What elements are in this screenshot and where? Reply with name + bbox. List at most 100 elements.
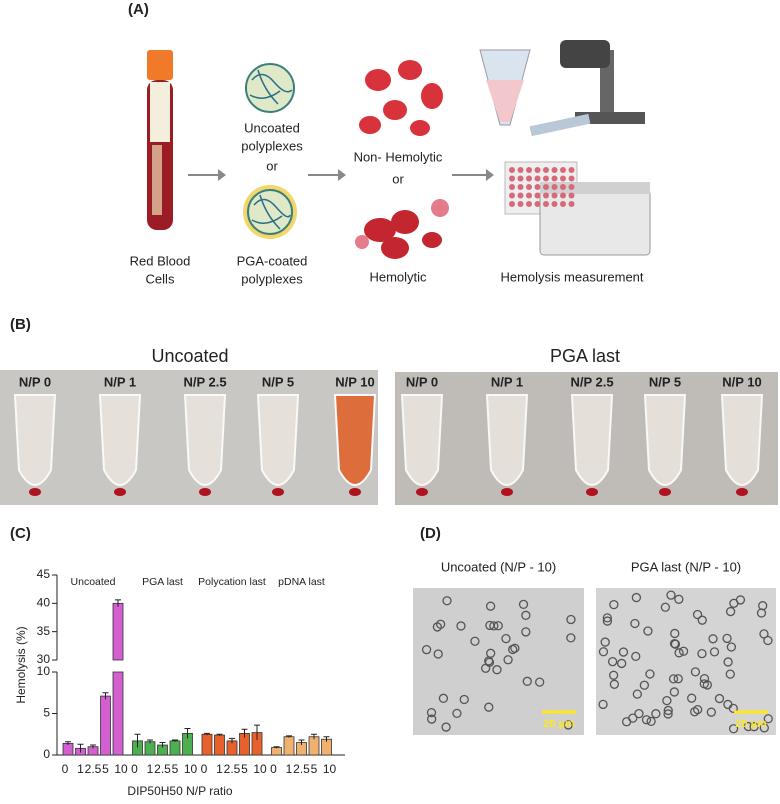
pellet bbox=[349, 488, 361, 496]
cell bbox=[427, 714, 437, 724]
cell bbox=[456, 621, 466, 631]
well bbox=[551, 201, 558, 207]
well bbox=[534, 201, 541, 207]
cell bbox=[631, 651, 641, 662]
cell bbox=[508, 644, 518, 655]
well bbox=[509, 192, 515, 199]
x-tick-label: 0 bbox=[201, 762, 208, 776]
error-bar bbox=[90, 744, 96, 749]
well bbox=[560, 167, 566, 173]
tube bbox=[570, 394, 614, 486]
panel-label: (D) bbox=[420, 525, 441, 542]
well bbox=[534, 167, 541, 173]
cell bbox=[438, 693, 449, 703]
error-bar bbox=[216, 733, 223, 736]
x-tick-label: 1 bbox=[77, 762, 84, 776]
cell bbox=[634, 708, 644, 719]
bar bbox=[308, 736, 320, 756]
x-tick-label: 2.5 bbox=[85, 762, 102, 776]
well bbox=[526, 167, 532, 173]
x-tick-label: 10 bbox=[253, 762, 267, 776]
bar bbox=[62, 742, 74, 756]
photo-title: Uncoated bbox=[151, 346, 228, 366]
tube-label: N/P 10 bbox=[335, 374, 375, 389]
cell bbox=[714, 693, 725, 704]
well bbox=[568, 201, 575, 207]
cell bbox=[609, 679, 620, 689]
well bbox=[551, 175, 558, 182]
well bbox=[568, 167, 575, 173]
cell bbox=[674, 594, 684, 604]
well bbox=[543, 201, 549, 207]
cell bbox=[763, 714, 773, 724]
x-tick-label: 10 bbox=[323, 762, 337, 776]
well bbox=[568, 184, 575, 190]
cell bbox=[441, 722, 451, 732]
cell bbox=[607, 657, 618, 667]
cell bbox=[452, 708, 462, 719]
well bbox=[534, 175, 541, 182]
tube-label: N/P 5 bbox=[649, 374, 681, 389]
scale-bar-label: 20 µm bbox=[735, 718, 767, 730]
cell bbox=[535, 677, 545, 687]
tube-label: N/P 1 bbox=[104, 374, 136, 389]
cell bbox=[669, 687, 679, 697]
error-bar bbox=[286, 735, 292, 738]
error-bar bbox=[102, 692, 109, 700]
cell bbox=[426, 707, 437, 718]
tube-label: N/P 2.5 bbox=[570, 374, 613, 389]
y-tick-label: 40 bbox=[37, 596, 51, 610]
error-bar bbox=[65, 741, 71, 746]
y-tick-label: 45 bbox=[37, 567, 51, 581]
tube bbox=[333, 394, 377, 486]
x-tick-label: 2.5 bbox=[224, 762, 241, 776]
cell bbox=[459, 694, 469, 705]
cell bbox=[687, 693, 697, 703]
cell bbox=[690, 667, 701, 677]
tube-label: N/P 0 bbox=[19, 374, 51, 389]
cell bbox=[697, 615, 707, 625]
cell bbox=[609, 599, 619, 610]
well bbox=[560, 201, 566, 207]
bar bbox=[201, 733, 213, 756]
group-label: Polycation last bbox=[198, 576, 266, 588]
y-tick-label: 5 bbox=[43, 706, 50, 720]
cell bbox=[708, 634, 718, 644]
x-tick-label: 1 bbox=[216, 762, 223, 776]
bar bbox=[271, 747, 282, 756]
well bbox=[551, 192, 558, 199]
step-label: Hemolytic bbox=[369, 269, 427, 284]
step-label: Non- Hemolytic bbox=[354, 149, 443, 164]
error-bar bbox=[254, 724, 260, 741]
cell bbox=[521, 610, 531, 620]
bar bbox=[100, 695, 111, 756]
panel-label: (A) bbox=[128, 1, 149, 18]
x-tick-label: 5 bbox=[241, 762, 248, 776]
cell bbox=[470, 636, 480, 646]
cell bbox=[484, 702, 494, 712]
cell bbox=[492, 665, 502, 675]
well bbox=[560, 184, 566, 190]
error-bar bbox=[134, 733, 141, 748]
cell bbox=[618, 647, 629, 657]
x-tick-label: 1 bbox=[286, 762, 293, 776]
well bbox=[551, 167, 558, 173]
cell bbox=[759, 723, 769, 733]
y-tick-label: 0 bbox=[43, 747, 50, 761]
well bbox=[517, 175, 524, 182]
cell bbox=[628, 713, 638, 723]
cell bbox=[501, 633, 511, 644]
cell bbox=[726, 642, 737, 652]
well bbox=[526, 175, 532, 182]
cell bbox=[729, 598, 739, 608]
error-bar bbox=[115, 599, 121, 607]
cell bbox=[763, 635, 773, 646]
well bbox=[509, 175, 515, 182]
x-tick-label: 0 bbox=[270, 762, 277, 776]
step-label: Uncoated bbox=[244, 120, 300, 135]
cell bbox=[668, 674, 679, 684]
error-bar bbox=[159, 742, 166, 748]
cell bbox=[692, 609, 703, 620]
x-tick-label: 2.5 bbox=[293, 762, 310, 776]
